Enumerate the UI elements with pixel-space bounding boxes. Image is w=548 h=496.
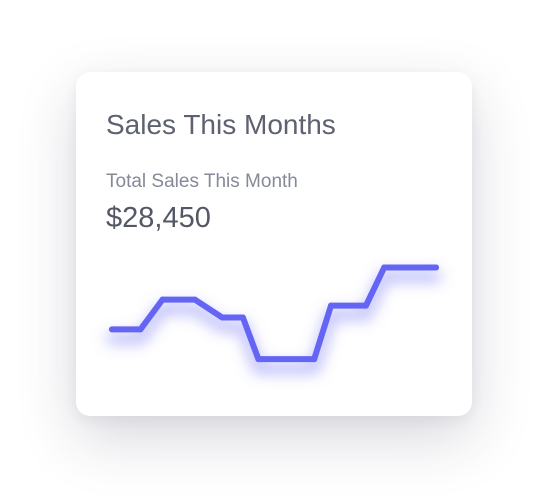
data-point	[109, 326, 115, 333]
data-point	[219, 314, 226, 321]
data-point	[239, 314, 246, 321]
data-point	[255, 356, 262, 363]
data-point	[363, 302, 369, 309]
total-sales-value: $28,450	[106, 202, 211, 234]
data-point	[433, 264, 439, 271]
data-point	[159, 296, 166, 303]
card-subtitle: Total Sales This Month	[106, 171, 298, 192]
sales-line-chart	[106, 264, 442, 375]
data-point	[191, 296, 198, 303]
data-point	[311, 356, 318, 363]
data-point	[137, 326, 144, 333]
card-title: Sales This Months	[106, 109, 336, 140]
chart-line-layer	[109, 264, 439, 363]
sales-series-glow	[106, 270, 442, 375]
data-point	[381, 264, 388, 271]
sales-card: Sales This Months Total Sales This Month…	[76, 72, 472, 416]
chart-line-glow	[106, 270, 442, 375]
sales-series-line	[109, 264, 439, 363]
data-point	[328, 302, 334, 309]
